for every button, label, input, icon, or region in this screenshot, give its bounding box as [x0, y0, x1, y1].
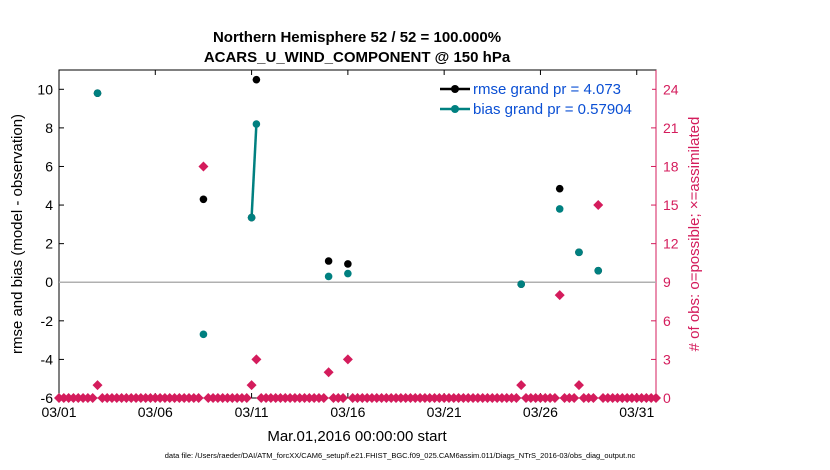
obs-count-marker-zero [651, 393, 661, 403]
bias-point [594, 266, 603, 275]
obs-count-marker [516, 380, 527, 391]
y-tick-label-left: 4 [45, 197, 53, 213]
obs-count-marker-zero [318, 393, 329, 403]
obs-count-marker [323, 367, 334, 378]
y-tick-label-right: 12 [663, 236, 679, 252]
x-tick-label: 03/21 [427, 404, 462, 420]
obs-count-marker-zero [569, 393, 580, 403]
x-tick-label: 03/31 [619, 404, 654, 420]
rmse-point [555, 184, 564, 193]
legend-bias-label: bias grand pr = 0.57904 [473, 101, 632, 118]
x-tick-label: 03/06 [138, 404, 173, 420]
legend-rmse-label: rmse grand pr = 4.073 [473, 81, 621, 98]
y-tick-label-left: 8 [45, 120, 53, 136]
obs-count-marker-zero [588, 393, 599, 403]
obs-count-marker [342, 354, 353, 365]
x-tick-label: 03/26 [523, 404, 558, 420]
bias-point [555, 205, 564, 213]
obs-count-marker [593, 200, 604, 211]
obs-count-marker [246, 380, 257, 391]
plot-area [58, 69, 657, 399]
bias-point [199, 330, 208, 339]
obs-count-marker [573, 380, 584, 391]
legend-rmse-marker [451, 85, 459, 93]
data-marks [54, 75, 661, 403]
x-tick-label: 03/01 [41, 404, 76, 420]
y-tick-label-right: 15 [663, 197, 679, 213]
y-tick-label-right: 9 [663, 274, 671, 290]
x-tick-label: 03/11 [235, 404, 269, 420]
y-axis-label-left: rmse and bias (model - observation) [9, 114, 26, 354]
obs-count-marker-zero [338, 393, 349, 403]
data-file-footnote: data file: /Users/raeder/DAI/ATM_forcXX/… [165, 451, 636, 460]
bias-point [252, 120, 261, 128]
y-tick-label-left: -2 [41, 313, 54, 329]
rmse-point [199, 195, 208, 204]
obs-count-marker-zero [241, 393, 252, 403]
y-tick-label-left: 2 [45, 236, 53, 252]
rmse-point [324, 257, 333, 265]
obs-count-marker [251, 354, 262, 365]
y-tick-label-right: 6 [663, 313, 671, 329]
legend: rmse grand pr = 4.073 bias grand pr = 0.… [434, 76, 652, 118]
obs-count-marker-zero [549, 393, 560, 403]
rmse-point [252, 75, 261, 84]
legend-box [434, 76, 652, 116]
y-tick-label-right: 0 [663, 390, 671, 406]
axis-ticks: 03/01 03/06 03/11 03/16 03/21 03/26 03/31 -6 -4 -… [37, 70, 679, 420]
chart-title-line-2: ACARS_U_WIND_COMPONENT @ 150 hPa [204, 49, 511, 66]
chart-title-line-1: Northern Hemisphere 52 / 52 = 100.000% [213, 29, 501, 46]
rmse-point [344, 260, 352, 268]
obs-count-marker-zero [193, 393, 204, 403]
bias-point [247, 213, 256, 222]
y-tick-label-left: -6 [41, 390, 54, 406]
bias-point [324, 272, 333, 281]
bias-point [93, 89, 102, 97]
obs-count-marker [198, 161, 209, 172]
y-tick-label-right: 18 [663, 158, 679, 174]
y-tick-label-left: 0 [45, 274, 53, 290]
y-tick-label-right: 3 [663, 351, 671, 367]
obs-count-marker-zero [511, 393, 522, 403]
y-tick-label-left: 10 [37, 81, 53, 97]
y-tick-label-left: 6 [45, 158, 53, 174]
legend-bias-marker [451, 105, 459, 113]
bias-point [344, 269, 352, 278]
bias-point [575, 248, 583, 257]
y-tick-label-left: -4 [41, 351, 54, 367]
obs-count-marker-zero [87, 393, 98, 403]
y-tick-label-right: 21 [663, 120, 679, 136]
obs-count-marker [92, 380, 103, 391]
y-tick-label-right: 24 [663, 81, 679, 97]
x-axis-label: Mar.01,2016 00:00:00 start [267, 428, 447, 445]
bias-point [517, 280, 525, 288]
x-tick-label: 03/16 [330, 404, 365, 420]
y-axis-label-right: # of obs: o=possible; ×=assimilated [686, 117, 703, 352]
bias-series-line [250, 123, 258, 218]
obs-count-marker [554, 290, 565, 301]
